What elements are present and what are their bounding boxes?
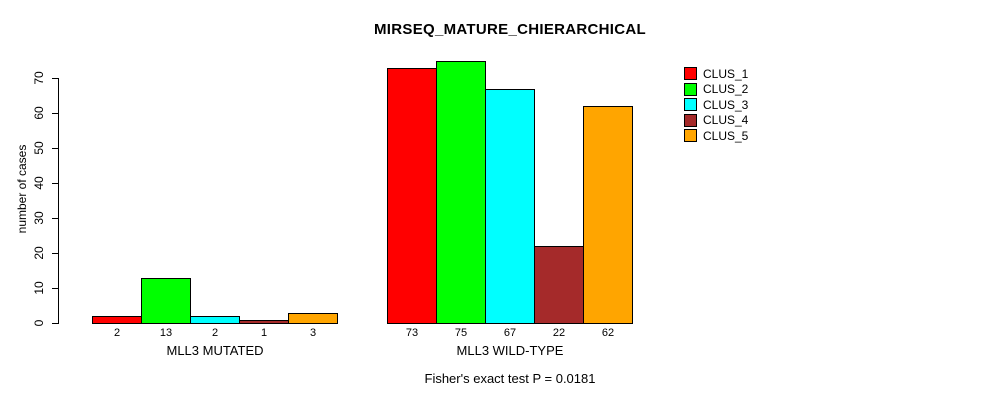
legend-row: CLUS_4: [684, 113, 748, 129]
legend: CLUS_1 CLUS_2 CLUS_3 CLUS_4 CLUS_5: [684, 66, 748, 144]
bar-value-label: 22: [552, 327, 566, 339]
y-tick-label: 10: [32, 281, 46, 295]
legend-label: CLUS_2: [703, 82, 749, 97]
legend-label: CLUS_3: [703, 97, 749, 112]
bar-clus_5-wild-type: [583, 106, 633, 324]
y-tick-mark: [52, 288, 59, 289]
bar-clus_1-mutated: [92, 316, 142, 324]
bar-clus_2-mutated: [141, 277, 191, 324]
y-tick-mark: [52, 148, 59, 149]
bar-value-label: 3: [309, 327, 317, 339]
legend-label: CLUS_4: [703, 113, 749, 128]
legend-row: CLUS_5: [684, 128, 748, 144]
bar-value-label: 75: [454, 327, 468, 339]
y-tick-label: 30: [32, 211, 46, 225]
y-tick-label: 40: [32, 176, 46, 190]
bar-clus_4-mutated: [239, 319, 289, 324]
bar-clus_4-wild-type: [534, 246, 584, 324]
y-tick-label: 70: [32, 71, 46, 85]
bar-clus_3-wild-type: [485, 88, 535, 324]
y-tick-mark: [52, 183, 59, 184]
bar-clus_5-mutated: [288, 312, 338, 324]
fisher-test-note: Fisher's exact test P = 0.0181: [424, 371, 596, 386]
group-label-mutated: MLL3 MUTATED: [166, 343, 264, 358]
legend-swatch-clus_1: [684, 67, 697, 81]
bar-value-label: 67: [503, 327, 517, 339]
bar-value-label: 62: [601, 327, 615, 339]
bar-value-label: 2: [113, 327, 121, 339]
legend-swatch-clus_5: [684, 129, 697, 143]
bar-clus_2-wild-type: [436, 60, 486, 324]
y-tick-label: 20: [32, 246, 46, 260]
legend-swatch-clus_2: [684, 82, 697, 96]
legend-row: CLUS_3: [684, 97, 748, 113]
bar-value-label: 13: [159, 327, 173, 339]
legend-row: CLUS_1: [684, 66, 748, 82]
bar-value-label: 1: [260, 327, 268, 339]
y-tick-label: 0: [32, 319, 46, 327]
legend-row: CLUS_2: [684, 82, 748, 98]
y-tick-mark: [52, 78, 59, 79]
bar-value-label: 2: [211, 327, 219, 339]
group-label-wild-type: MLL3 WILD-TYPE: [456, 343, 564, 358]
chart-title: MIRSEQ_MATURE_CHIERARCHICAL: [374, 21, 646, 38]
bar-value-label: 73: [405, 327, 419, 339]
bar-clus_3-mutated: [190, 316, 240, 324]
y-tick-mark: [52, 113, 59, 114]
y-axis-label: number of cases: [15, 144, 29, 234]
legend-swatch-clus_3: [684, 98, 697, 112]
y-tick-label: 50: [32, 141, 46, 155]
bar-clus_1-wild-type: [387, 67, 437, 324]
legend-label: CLUS_1: [703, 66, 749, 81]
legend-swatch-clus_4: [684, 113, 697, 127]
y-tick-mark: [52, 253, 59, 254]
legend-label: CLUS_5: [703, 128, 749, 143]
y-tick-mark: [52, 323, 59, 324]
y-axis-line: [58, 78, 59, 324]
y-tick-mark: [52, 218, 59, 219]
y-tick-label: 60: [32, 106, 46, 120]
